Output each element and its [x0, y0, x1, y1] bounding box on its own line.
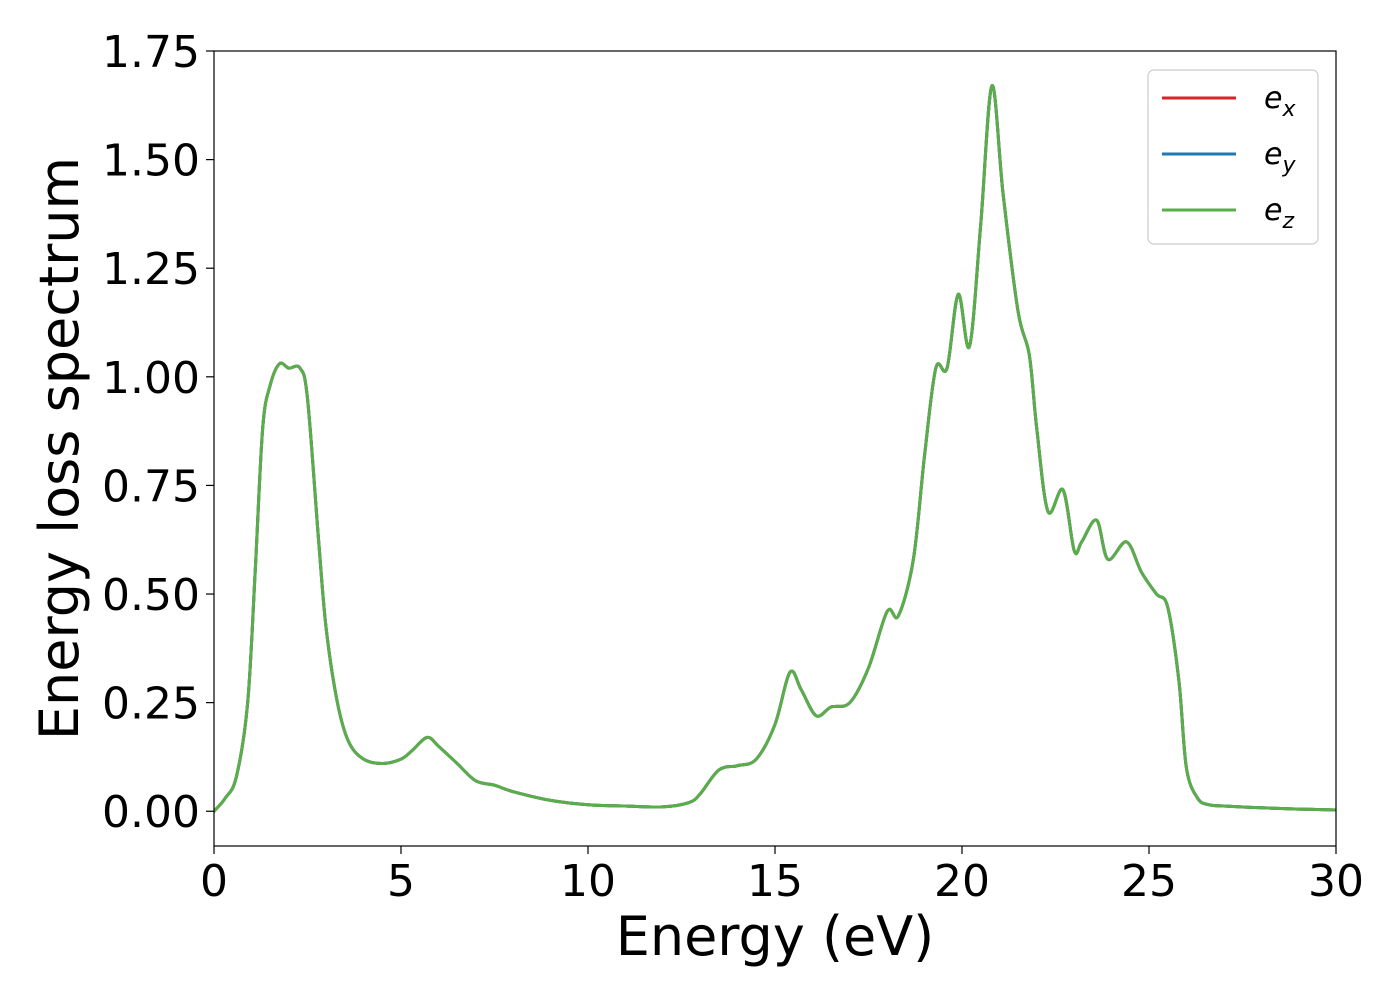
- legend-label-ex: ex: [1264, 81, 1296, 122]
- x-axis: 0 5 10 15 20 25 30: [200, 846, 1364, 907]
- x-tick-label: 15: [747, 856, 803, 907]
- x-tick-label: 30: [1308, 856, 1364, 907]
- series-layer: [214, 84, 1336, 813]
- y-tick-label: 0.00: [102, 787, 200, 838]
- series-line-ez: [214, 84, 1336, 813]
- legend: ex ey ez: [1147, 69, 1319, 245]
- y-tick-label: 0.75: [102, 461, 200, 512]
- y-tick-label: 1.50: [102, 136, 200, 187]
- y-axis-title: Energy loss spectrum: [28, 157, 91, 740]
- y-tick-label: 1.75: [102, 27, 200, 78]
- y-tick-label: 1.25: [102, 244, 200, 295]
- x-tick-label: 20: [934, 856, 990, 907]
- y-axis: 0.00 0.25 0.50 0.75 1.00 1.25 1.50 1.75: [102, 27, 214, 838]
- legend-box: [1147, 69, 1319, 245]
- x-tick-label: 25: [1121, 856, 1177, 907]
- legend-label-ey: ey: [1264, 137, 1296, 178]
- x-tick-label: 10: [560, 856, 616, 907]
- x-tick-label: 0: [200, 856, 228, 907]
- x-axis-title: Energy (eV): [616, 905, 935, 968]
- y-tick-label: 0.25: [102, 679, 200, 730]
- legend-label-ez: ez: [1264, 193, 1294, 234]
- y-tick-label: 1.00: [102, 353, 200, 404]
- y-tick-label: 0.50: [102, 570, 200, 621]
- x-tick-label: 5: [387, 856, 415, 907]
